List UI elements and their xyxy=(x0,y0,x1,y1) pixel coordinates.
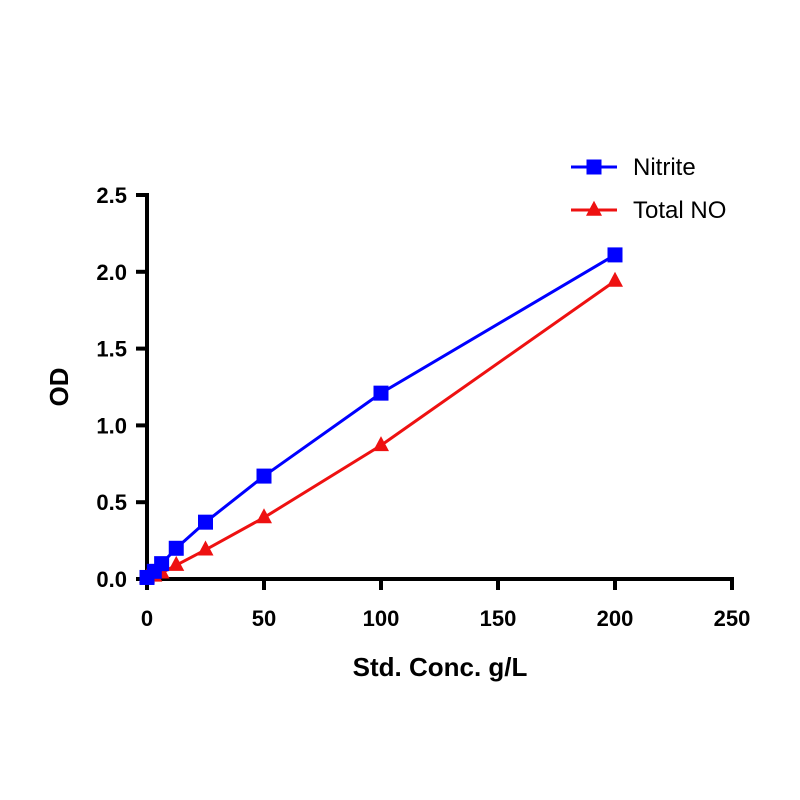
y-tick-label: 2.5 xyxy=(96,183,127,208)
x-axis-title: Std. Conc. g/L xyxy=(353,652,528,682)
y-tick-label: 1.0 xyxy=(96,413,127,438)
data-point-nitrite xyxy=(154,556,170,572)
y-axis-title: OD xyxy=(44,368,74,407)
legend-marker-nitrite xyxy=(586,159,602,175)
x-tick-label: 200 xyxy=(597,606,634,631)
legend-label-total-no: Total NO xyxy=(633,197,726,224)
data-point-nitrite xyxy=(198,514,213,530)
x-tick-label: 100 xyxy=(363,606,400,631)
series-line-total-no xyxy=(146,279,616,579)
series-layer xyxy=(139,247,623,585)
data-point-nitrite xyxy=(256,468,272,484)
legend-marker-total-no xyxy=(586,200,602,216)
legend-label-nitrite: Nitrite xyxy=(633,154,696,181)
data-point-total-no xyxy=(256,508,272,524)
legend-item-total-no: Total NO xyxy=(571,197,726,224)
y-tick-label: 0.5 xyxy=(96,490,127,515)
data-point-total-no xyxy=(197,540,214,556)
legend: Nitrite Total NO xyxy=(571,154,726,224)
x-tick-label: 250 xyxy=(714,606,751,631)
x-tick-label: 150 xyxy=(480,606,517,631)
data-point-total-no xyxy=(168,555,185,571)
series-total-no xyxy=(139,271,623,584)
data-point-nitrite xyxy=(607,247,623,263)
data-point-total-no xyxy=(373,436,389,452)
axes: 0.0 0.5 1.0 1.5 2.0 2.5 0 50 100 150 200 250 xyxy=(96,183,750,631)
data-point-nitrite xyxy=(373,385,389,401)
data-point-total-no xyxy=(607,271,623,287)
y-tick-label: 2.0 xyxy=(96,260,127,285)
series-line-nitrite xyxy=(146,253,616,579)
series-nitrite xyxy=(139,247,623,585)
legend-item-nitrite: Nitrite xyxy=(571,154,696,181)
x-tick-label: 50 xyxy=(252,606,276,631)
y-tick-label: 0.0 xyxy=(96,567,127,592)
x-tick-label: 0 xyxy=(141,606,153,631)
data-point-nitrite xyxy=(168,540,184,556)
y-tick-label: 1.5 xyxy=(96,337,127,362)
